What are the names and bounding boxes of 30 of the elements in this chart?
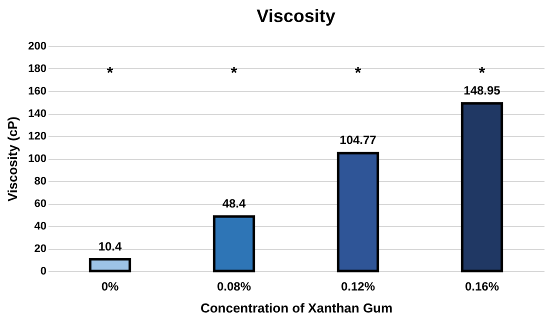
bar xyxy=(460,102,504,272)
y-tick-label: 100 xyxy=(28,153,46,165)
bar xyxy=(336,152,380,272)
y-tick-label: 180 xyxy=(28,63,46,75)
annotation: * xyxy=(478,65,486,82)
x-tick-label: 0.16% xyxy=(464,280,500,294)
y-tick-label: 20 xyxy=(34,243,46,255)
annotation: * xyxy=(106,65,114,82)
y-tick-label: 40 xyxy=(34,220,46,232)
annotation: * xyxy=(354,65,362,82)
x-tick-label: 0% xyxy=(101,280,119,294)
x-axis-title: Concentration of Xanthan Gum xyxy=(200,300,393,316)
bar xyxy=(88,258,132,272)
y-axis-title: Viscosity (cP) xyxy=(5,116,20,202)
y-tick-label: 80 xyxy=(34,176,46,188)
y-tick-label: 200 xyxy=(28,40,46,52)
x-tick-label: 0.12% xyxy=(340,280,376,294)
annotation: * xyxy=(230,65,238,82)
data-label: 104.77 xyxy=(340,133,377,148)
y-tick-label: 0 xyxy=(40,266,46,278)
y-tick-label: 120 xyxy=(28,130,46,142)
data-label: 148.95 xyxy=(464,83,501,98)
data-label: 48.4 xyxy=(222,196,246,211)
y-tick-label: 140 xyxy=(28,108,46,120)
chart-title: Viscosity xyxy=(256,6,336,26)
x-tick-label: 0.08% xyxy=(216,280,252,294)
data-label: 10.4 xyxy=(98,239,122,254)
y-tick-label: 160 xyxy=(28,86,46,98)
bar xyxy=(212,215,256,272)
y-tick-label: 60 xyxy=(34,198,46,210)
